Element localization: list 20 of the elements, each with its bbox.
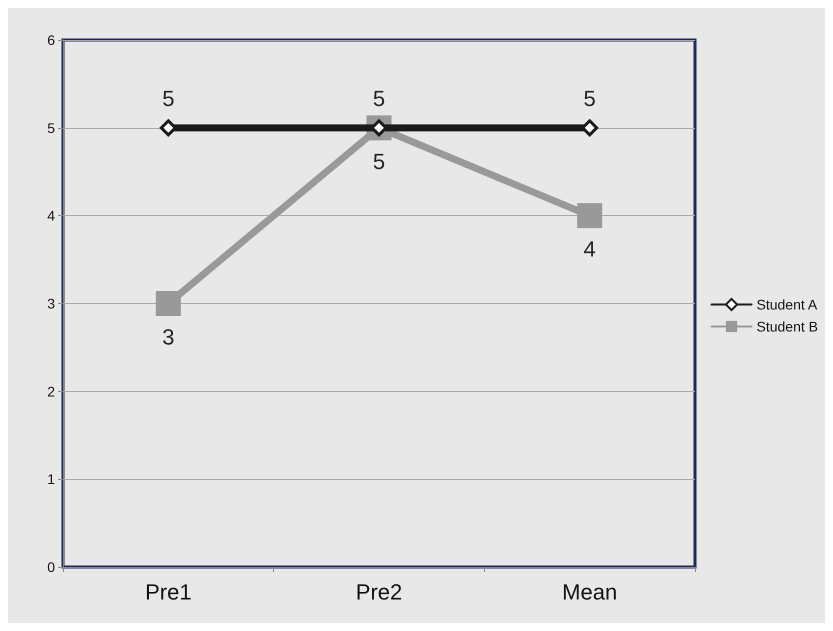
y-tick-label: 4 — [47, 208, 56, 224]
data-label: 5 — [372, 148, 386, 174]
data-label: 3 — [162, 324, 174, 350]
y-tick-label: 5 — [47, 120, 56, 136]
y-tick-label: 6 — [47, 32, 56, 48]
data-label: 5 — [584, 86, 596, 111]
point — [577, 203, 602, 228]
data-label: 4 — [584, 236, 596, 262]
y-tick-label: 2 — [47, 383, 56, 400]
point — [156, 291, 181, 316]
y-tick-label: 1 — [47, 471, 56, 488]
x-tick-label: Pre1 — [145, 580, 192, 604]
legend-label: Student A — [756, 296, 818, 312]
y-tick-label: 3 — [47, 296, 56, 312]
y-tick-label: 0 — [47, 559, 56, 575]
data-label: 5 — [162, 86, 174, 111]
x-tick-label: Mean — [562, 580, 618, 604]
x-tick-label: Pre2 — [356, 580, 402, 604]
data-label: 5 — [372, 86, 386, 111]
legend-label: Student B — [756, 318, 818, 334]
